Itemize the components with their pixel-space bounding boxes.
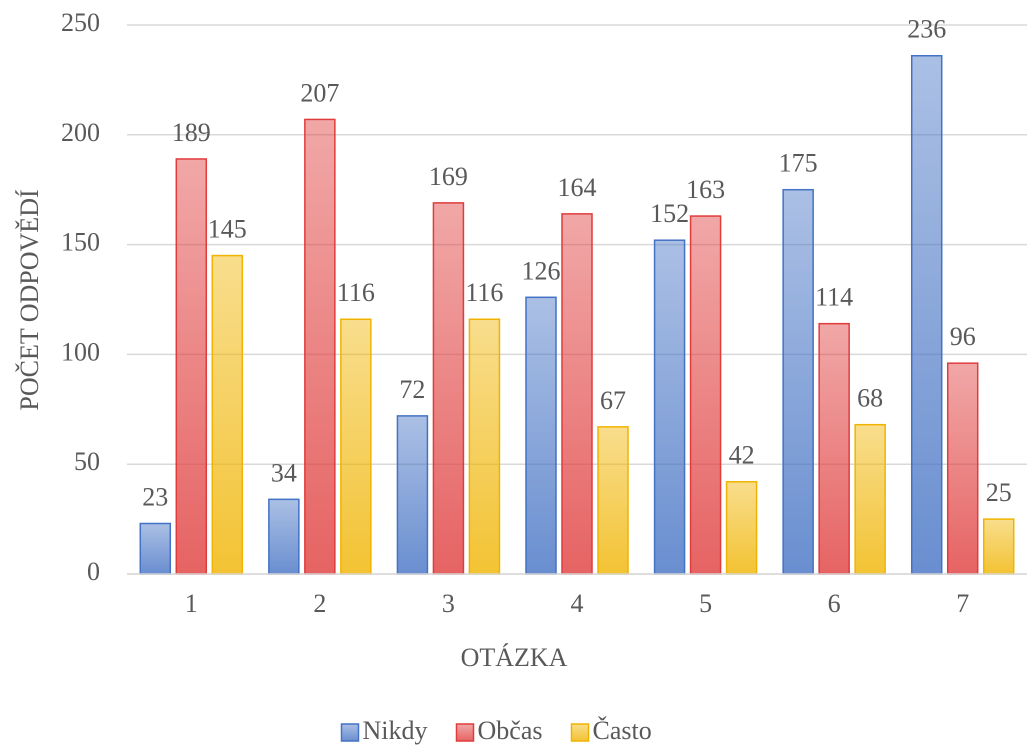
y-tick-label: 100 [61,337,100,366]
data-label: 72 [399,375,425,404]
x-tick-label: 2 [313,589,326,618]
bar [432,202,465,575]
x-tick-label: 7 [956,589,969,618]
data-label: 25 [986,478,1012,507]
bar [782,188,814,575]
y-axis-label: POČET ODPOVĚDÍ [15,189,44,410]
x-tick-label: 5 [699,589,712,618]
data-label: 207 [300,78,339,107]
bar [725,481,758,575]
y-tick-label: 250 [61,8,100,37]
legend-label: Občas [478,716,543,745]
x-tick-label: 4 [571,589,584,618]
data-label: 96 [950,322,976,351]
data-label: 175 [779,149,818,178]
bar [561,213,593,575]
bar [396,415,429,575]
bar [468,318,501,575]
x-tick-label: 3 [442,589,455,618]
data-label: 116 [465,278,503,307]
data-label: 126 [522,256,561,285]
bar [818,322,850,575]
y-tick-label: 200 [61,118,100,147]
data-label: 42 [729,441,755,470]
data-label: 164 [558,173,597,202]
y-tick-label: 150 [61,228,100,257]
legend-label: Často [593,716,652,745]
bar [653,239,686,575]
data-label: 189 [172,118,211,147]
data-label: 68 [857,384,883,413]
data-label: 152 [650,199,689,228]
data-label: 163 [686,175,725,204]
data-label: 169 [429,162,468,191]
bar [340,318,372,575]
y-tick-label: 50 [74,447,100,476]
data-label: 236 [907,15,946,44]
bar [597,426,629,575]
bar [946,362,979,575]
data-label: 145 [208,215,247,244]
bar [139,522,172,575]
bar [175,158,208,575]
legend-swatch [570,723,590,742]
bar [689,215,722,575]
data-label: 116 [337,278,375,307]
data-label: 67 [600,386,626,415]
legend-swatch [455,723,475,742]
bar [854,423,886,575]
data-label: 34 [271,458,297,487]
bar [211,254,244,575]
bar [268,498,300,575]
y-tick-label: 0 [87,557,100,586]
legend-swatch [340,723,360,742]
x-tick-label: 1 [185,589,198,618]
bar [304,118,336,575]
x-axis-label: OTÁZKA [461,643,568,672]
data-label: 23 [142,482,168,511]
data-label: 114 [815,283,853,312]
bar [525,296,557,575]
legend-label: Nikdy [363,716,428,745]
bar [910,54,943,575]
bar [982,518,1015,575]
x-tick-label: 6 [828,589,841,618]
